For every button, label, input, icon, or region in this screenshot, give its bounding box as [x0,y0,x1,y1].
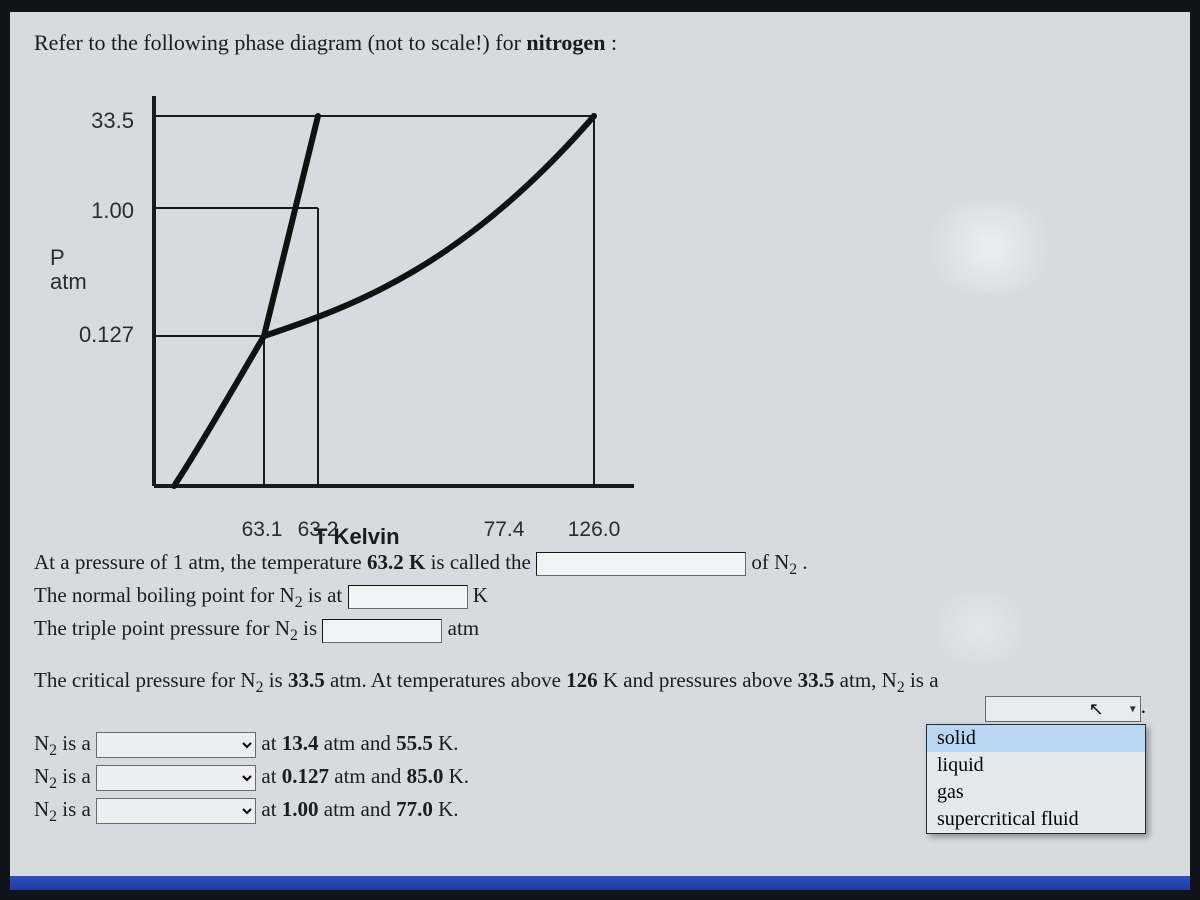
q1-suffix-sub: 2 [789,561,797,578]
menu-item-supercritical-fluid[interactable]: supercritical fluid [927,806,1145,833]
q4-b1: 33.5 [288,668,325,692]
q4-sub2: 2 [897,679,905,696]
state-select-1[interactable] [96,732,256,758]
q2-prefix: The normal boiling point for N [34,583,295,607]
y-axis-label: P atm [50,246,87,294]
q2-answer-input[interactable] [348,585,468,609]
q4-trailing-period: . [1141,694,1146,718]
q3-mid: is [298,616,323,640]
sq-condition: at 0.127 atm and 85.0 K. [256,764,469,788]
q2-mid: is at [303,583,348,607]
x-axis-label-text: T Kelvin [314,524,400,549]
question-2: The normal boiling point for N2 is at K [34,583,1166,612]
quiz-frame: Refer to the following phase diagram (no… [0,0,1200,900]
question-3: The triple point pressure for N2 is atm [34,616,1166,645]
q2-unit: K [473,583,488,607]
question-4: The critical pressure for N 2 is 33.5 atm… [34,668,1166,697]
sq-condition: at 1.00 atm and 77.0 K. [256,797,458,821]
cursor-icon: ↖ [1089,699,1104,720]
y-tick-label: 33.5 [34,108,134,134]
sq-prefix: N [34,764,49,788]
q4-e: atm, N [834,668,896,692]
prompt-suffix: : [605,30,617,55]
sublimation-curve [174,336,264,486]
melting-curve [264,116,318,336]
q4-dropdown-container: ▾ ↖ . solidliquidgassupercritical fluid [985,694,1146,722]
sq-mid: is a [57,797,96,821]
prompt-text: Refer to the following phase diagram (no… [34,30,1166,56]
q4-state-select[interactable]: ▾ ↖ [985,696,1141,722]
q4-f: is a [905,668,939,692]
sq-sub: 2 [49,775,57,792]
sq-sub: 2 [49,742,57,759]
y-tick-label: 0.127 [34,322,134,348]
q4-b3: 33.5 [798,668,835,692]
q1-answer-input[interactable] [536,552,746,576]
q1-suffix-a: of N [751,550,789,574]
sq-prefix: N [34,731,49,755]
q3-answer-input[interactable] [322,619,442,643]
sq-mid: is a [57,731,96,755]
phase-diagram: P atm 33.51.000.127 63.163.277.4126.0 T … [34,56,674,546]
state-select-2[interactable] [96,765,256,791]
guide-lines [154,116,594,486]
q1-mid: is called the [425,550,536,574]
question-1: At a pressure of 1 atm, the temperature … [34,550,1166,579]
menu-item-gas[interactable]: gas [927,779,1145,806]
q1-temp: 63.2 K [367,550,425,574]
x-tick-label: 77.4 [484,518,525,542]
window-bottom-bar [10,876,1190,890]
prompt-prefix: Refer to the following phase diagram (no… [34,30,526,55]
prompt-substance: nitrogen [526,30,605,55]
q4-b2: 126 [566,668,598,692]
q4-c: atm. At temperatures above [325,668,566,692]
q3-sub: 2 [290,628,298,645]
menu-item-solid[interactable]: solid [927,725,1145,752]
sq-sub: 2 [49,808,57,825]
q4-d: K and pressures above [598,668,798,692]
q1-prefix: At a pressure of 1 atm, the temperature [34,550,367,574]
menu-item-liquid[interactable]: liquid [927,752,1145,779]
x-tick-label: 126.0 [568,518,621,542]
sq-condition: at 13.4 atm and 55.5 K. [256,731,458,755]
q2-sub: 2 [295,594,303,611]
q3-prefix: The triple point pressure for N [34,616,290,640]
q3-unit: atm [448,616,480,640]
y-tick-label: 1.00 [34,198,134,224]
x-axis-label: T Kelvin [314,524,400,550]
vaporization-curve [264,116,594,336]
y-axis-label-unit: atm [50,270,87,294]
x-tick-label: 63.1 [242,518,283,542]
q1-suffix-b: . [797,550,808,574]
q4-b: is [263,668,288,692]
chevron-down-icon: ▾ [1130,702,1136,717]
state-menu-popup[interactable]: solidliquidgassupercritical fluid [926,724,1146,834]
sq-mid: is a [57,764,96,788]
q4-a: The critical pressure for N [34,668,256,692]
sq-prefix: N [34,797,49,821]
y-axis-label-symbol: P [50,246,87,270]
state-select-3[interactable] [96,798,256,824]
